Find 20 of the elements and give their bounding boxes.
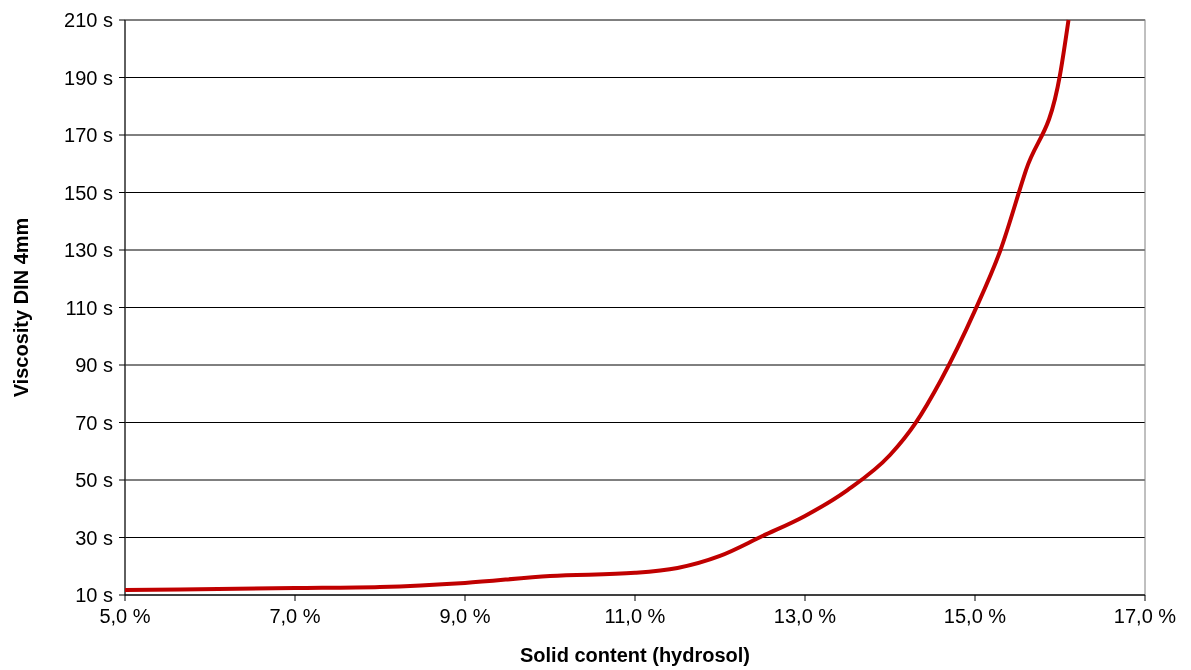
- y-tick-label: 110 s: [65, 296, 113, 319]
- x-tick-label: 17,0 %: [1113, 605, 1177, 627]
- y-tick-label: 170 s: [64, 124, 113, 146]
- y-tick-label: 30 s: [75, 526, 113, 549]
- y-tick-label: 130 s: [64, 239, 113, 261]
- x-tick-label: 7,0 %: [269, 605, 321, 627]
- x-tick-label: 11,0 %: [604, 605, 666, 627]
- y-tick-label: 210 s: [64, 9, 113, 31]
- y-tick-label: 70 s: [75, 411, 113, 434]
- y-tick-label: 50 s: [75, 469, 113, 491]
- y-axis-title: Viscosity DIN 4mm: [10, 217, 32, 398]
- y-tick-label: 90 s: [75, 354, 113, 376]
- x-tick-label: 9,0 %: [439, 605, 491, 627]
- x-tick-label: 15,0 %: [943, 605, 1007, 627]
- y-tick-label: 190 s: [64, 66, 113, 89]
- y-tick-label: 150 s: [64, 181, 113, 204]
- x-tick-label: 13,0 %: [773, 605, 837, 627]
- y-tick-label: 10 s: [75, 584, 113, 606]
- x-tick-label: 5,0 %: [99, 605, 151, 627]
- x-axis-title: Solid content (hydrosol): [520, 644, 750, 666]
